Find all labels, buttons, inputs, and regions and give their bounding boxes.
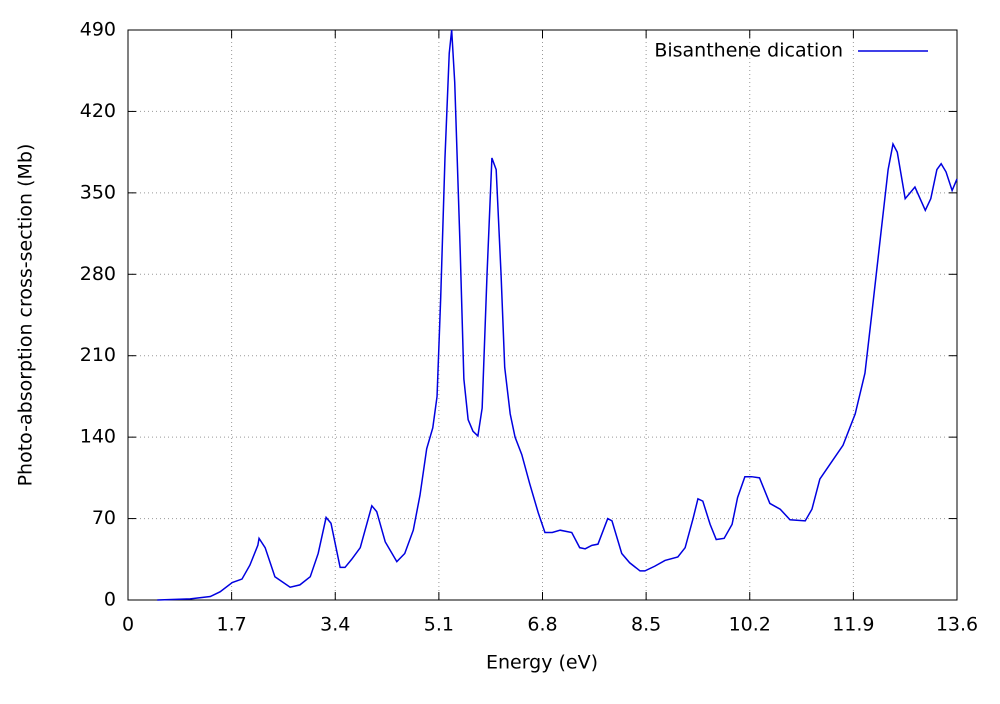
legend-label: Bisanthene dication [654, 40, 843, 62]
x-tick-label: 6.8 [527, 614, 557, 636]
data-line [157, 29, 958, 601]
x-axis-label: Energy (eV) [486, 652, 598, 674]
y-tick-label: 280 [80, 263, 116, 285]
x-tick-label: 13.6 [936, 614, 978, 636]
y-axis-label: Photo-absorption cross-section (Mb) [15, 144, 37, 487]
x-tick-label: 0 [122, 614, 134, 636]
x-tick-label: 8.5 [631, 614, 661, 636]
x-tick-label: 1.7 [217, 614, 247, 636]
y-tick-label: 210 [80, 344, 116, 366]
x-tick-label: 11.9 [832, 614, 874, 636]
y-tick-label: 420 [80, 100, 116, 122]
y-tick-label: 350 [80, 181, 116, 203]
y-tick-label: 140 [80, 426, 116, 448]
y-tick-label: 0 [104, 589, 116, 611]
x-tick-label: 3.4 [320, 614, 350, 636]
x-tick-label: 10.2 [729, 614, 771, 636]
y-tick-label: 70 [92, 507, 116, 529]
x-tick-label: 5.1 [424, 614, 454, 636]
y-tick-label: 490 [80, 19, 116, 41]
plot-frame [127, 29, 958, 601]
